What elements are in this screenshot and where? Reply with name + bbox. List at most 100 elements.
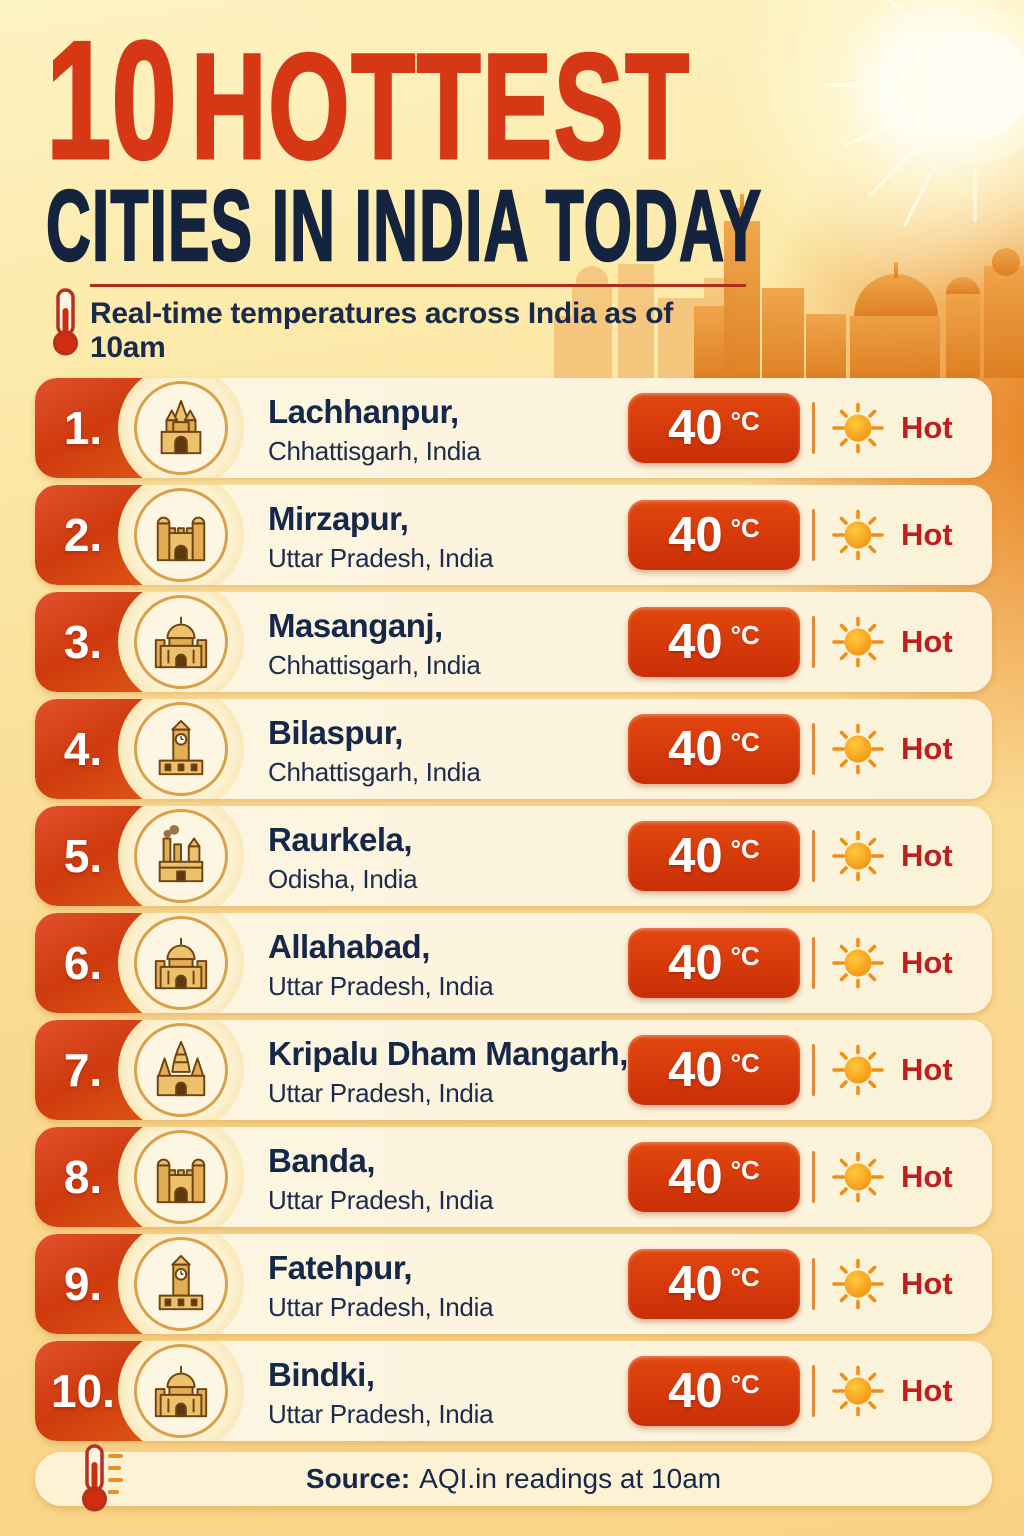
divider	[812, 1044, 815, 1096]
city-name: Lachhanpur,	[268, 393, 459, 430]
rank-number: 2.	[63, 509, 103, 561]
condition-label: Hot	[901, 517, 953, 552]
condition-label: Hot	[901, 1266, 953, 1301]
city-icon-circle	[134, 595, 228, 689]
temperature-badge: 40 °C	[628, 607, 800, 677]
condition-label: Hot	[901, 1373, 953, 1408]
city-text: Lachhanpur, Chhattisgarh, India	[268, 393, 481, 467]
clock-tower-icon	[150, 718, 212, 780]
temperature-value: 40	[668, 829, 723, 883]
sun-icon	[832, 830, 884, 882]
divider	[812, 723, 815, 775]
temple-spire-icon	[150, 1039, 212, 1101]
temperature-value: 40	[668, 1043, 723, 1097]
temperature-unit: °C	[730, 1261, 760, 1292]
dome-building-icon	[150, 1360, 212, 1422]
condition-label: Hot	[901, 410, 953, 445]
city-row-6: 6. Allahabad, Uttar Pradesh, India 40 °C…	[35, 913, 992, 1013]
factory-icon	[150, 825, 212, 887]
divider	[812, 509, 815, 561]
temperature-unit: °C	[730, 1154, 760, 1185]
divider	[812, 1365, 815, 1417]
rank-number: 6.	[63, 937, 103, 989]
fort-gate-icon	[150, 1146, 212, 1208]
city-name: Banda,	[268, 1142, 376, 1179]
sun-icon	[832, 509, 884, 561]
city-region: Uttar Pradesh, India	[268, 1291, 494, 1322]
temperature-badge: 40 °C	[628, 1356, 800, 1426]
rank-number: 8.	[63, 1151, 103, 1203]
city-region: Uttar Pradesh, India	[268, 970, 494, 1001]
title-word: HOTTEST	[190, 22, 691, 190]
thermometer-icon	[77, 1442, 135, 1512]
temperature-unit: °C	[730, 940, 760, 971]
fort-gate-icon	[150, 504, 212, 566]
condition-label: Hot	[901, 838, 953, 873]
dome-building-icon	[150, 611, 212, 673]
divider-line	[90, 284, 746, 287]
city-name: Allahabad,	[268, 928, 430, 965]
condition-label: Hot	[901, 1052, 953, 1087]
rank-number: 1.	[63, 402, 103, 454]
dome-building-icon	[150, 932, 212, 994]
city-region: Odisha, India	[268, 863, 418, 894]
sun-icon	[832, 1258, 884, 1310]
city-row-8: 8. Banda, Uttar Pradesh, India 40 °C Hot	[35, 1127, 992, 1227]
city-region: Uttar Pradesh, India	[268, 1398, 494, 1429]
condition-label: Hot	[901, 624, 953, 659]
city-name: Bilaspur,	[268, 714, 403, 751]
temperature-badge: 40 °C	[628, 1249, 800, 1319]
city-region: Chhattisgarh, India	[268, 756, 481, 787]
city-icon-circle	[134, 916, 228, 1010]
temperature-value: 40	[668, 936, 723, 990]
condition-label: Hot	[901, 731, 953, 766]
city-name: Bindki,	[268, 1356, 375, 1393]
temperature-badge: 40 °C	[628, 393, 800, 463]
temperature-unit: °C	[730, 1047, 760, 1078]
sun-icon	[832, 937, 884, 989]
subtitle-block: Real-time temperatures across India as o…	[44, 284, 754, 365]
rank-number: 9.	[63, 1258, 103, 1310]
city-name: Mirzapur,	[268, 500, 409, 537]
temperature-unit: °C	[730, 726, 760, 757]
city-text: Kripalu Dham Mangarh, Uttar Pradesh, Ind…	[268, 1035, 628, 1109]
city-region: Chhattisgarh, India	[268, 649, 481, 680]
condition-label: Hot	[901, 1159, 953, 1194]
city-icon-circle	[134, 1237, 228, 1331]
city-row-1: 1. Lachhanpur, Chhattisgarh, India 40 °C…	[35, 378, 992, 478]
city-row-2: 2. Mirzapur, Uttar Pradesh, India 40 °C …	[35, 485, 992, 585]
page-title: 10 HOTTEST	[45, 15, 691, 190]
city-text: Allahabad, Uttar Pradesh, India	[268, 928, 494, 1002]
temperature-badge: 40 °C	[628, 928, 800, 998]
subtitle: Real-time temperatures across India as o…	[90, 297, 673, 364]
city-icon-circle	[134, 1023, 228, 1117]
temperature-value: 40	[668, 1257, 723, 1311]
temperature-value: 40	[668, 401, 723, 455]
city-icon-circle	[134, 1130, 228, 1224]
page-title-line2: CITIES IN INDIA TODAY	[45, 170, 763, 282]
temperature-value: 40	[668, 1150, 723, 1204]
city-text: Banda, Uttar Pradesh, India	[268, 1142, 494, 1216]
city-text: Fatehpur, Uttar Pradesh, India	[268, 1249, 494, 1323]
temperature-unit: °C	[730, 512, 760, 543]
clock-tower-icon	[150, 1253, 212, 1315]
city-row-10: 10. Bindki, Uttar Pradesh, India 40 °C H…	[35, 1341, 992, 1441]
sun-icon	[832, 402, 884, 454]
rank-number: 3.	[63, 616, 103, 668]
temperature-unit: °C	[730, 833, 760, 864]
sun-icon	[832, 1044, 884, 1096]
sun-icon	[832, 616, 884, 668]
temple-icon	[150, 397, 212, 459]
temperature-unit: °C	[730, 619, 760, 650]
divider	[812, 830, 815, 882]
city-text: Bindki, Uttar Pradesh, India	[268, 1356, 494, 1430]
rank-number: 7.	[63, 1044, 103, 1096]
rank-number: 4.	[63, 723, 103, 775]
temperature-badge: 40 °C	[628, 1142, 800, 1212]
city-row-3: 3. Masanganj, Chhattisgarh, India 40 °C …	[35, 592, 992, 692]
source-label: Source:	[305, 1463, 411, 1494]
temperature-badge: 40 °C	[628, 821, 800, 891]
source-text: Source: AQI.in readings at 10am	[305, 1463, 722, 1494]
temperature-badge: 40 °C	[628, 1035, 800, 1105]
